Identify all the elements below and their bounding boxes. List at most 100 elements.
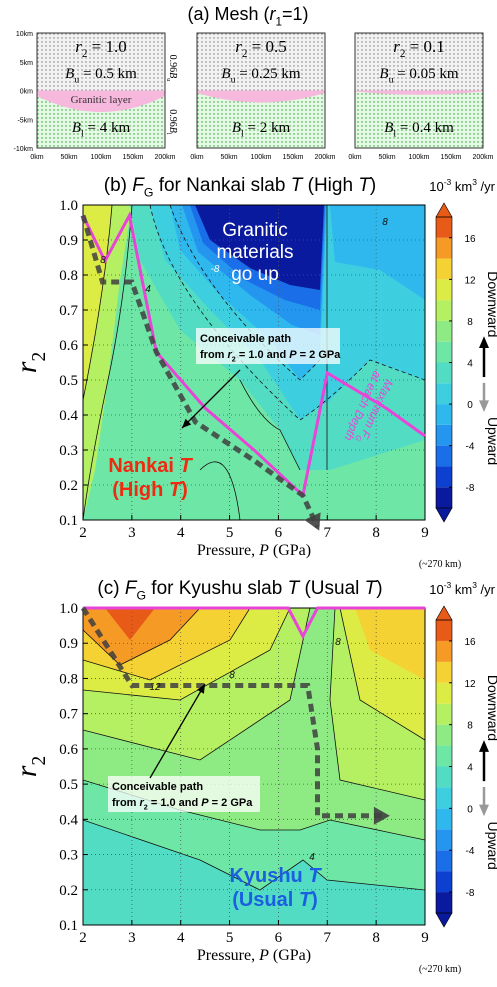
- text-part: (a) Mesh (: [187, 4, 269, 24]
- x-tick-label: 50km: [60, 154, 77, 161]
- slab-note: (Usual T): [232, 889, 318, 911]
- text-part: u: [389, 75, 394, 86]
- text-part: T: [291, 175, 304, 196]
- text-part: 10: [429, 179, 443, 194]
- text-part: r: [269, 4, 276, 24]
- x-tick-label: 3: [128, 930, 136, 946]
- text-part: (b): [104, 175, 133, 196]
- y-tick-label: -10km: [14, 146, 34, 153]
- text-part: = 1.0 and: [236, 349, 290, 361]
- text-part: r: [235, 37, 242, 56]
- slab-note: (High T): [112, 479, 188, 501]
- text-part: G: [136, 589, 146, 603]
- y-tick-label: 1.0: [59, 601, 78, 617]
- x-tick-label: 9: [421, 525, 429, 541]
- text-part: = 2 km: [244, 120, 291, 136]
- text-part: l: [241, 129, 244, 140]
- direction-arrow: [479, 804, 489, 817]
- text-part: Conceivable path: [112, 781, 203, 793]
- text-part: r: [140, 797, 145, 809]
- colorbar-band: [436, 279, 452, 301]
- text-part: = 0.5: [247, 37, 286, 56]
- text-part: T: [358, 175, 371, 196]
- text-part: B: [167, 72, 178, 78]
- text-part: P: [258, 947, 269, 964]
- text-part: 0.96: [167, 55, 178, 73]
- text-part: B: [221, 66, 230, 82]
- text-part: = 1.0 and: [148, 797, 202, 809]
- text-part: B: [65, 66, 74, 82]
- x-tick-label: 4: [177, 930, 185, 946]
- colorbar-tick-label: 12: [464, 679, 476, 690]
- arrow-head: [304, 512, 321, 531]
- text-part: T: [179, 455, 193, 477]
- path-note: from r2 = 1.0 and P = 2 GPa: [112, 797, 253, 811]
- text-part: from: [200, 349, 228, 361]
- text-part: r: [10, 765, 43, 777]
- colorbar-band: [436, 703, 452, 725]
- text-part: 3: [472, 177, 477, 187]
- x-tick-label: 200km: [314, 154, 335, 161]
- text-part: from: [112, 797, 140, 809]
- text-part: G: [144, 186, 154, 200]
- colorbar-extension: [435, 202, 453, 218]
- text-part: P: [201, 797, 209, 809]
- text-part: Pressure,: [197, 542, 259, 559]
- text-part: T: [299, 889, 313, 911]
- x-tick-label: 2: [79, 930, 87, 946]
- text-part: ): [370, 175, 376, 196]
- colorbar-tick-label: -8: [466, 888, 475, 899]
- colorbar-up-label: Upward: [485, 417, 497, 465]
- mesh-upper: Bu = 0.25 km: [221, 66, 301, 86]
- colorbar-band: [436, 258, 452, 280]
- text-part: (GPa): [269, 542, 311, 559]
- colorbar-extension: [435, 507, 453, 523]
- mesh-upper: Bu = 0.05 km: [379, 66, 459, 86]
- colorbar-unit: 10-3 km3 /yr: [429, 580, 495, 597]
- text-part: u: [231, 75, 236, 86]
- text-part: km: [451, 179, 472, 194]
- text-part: (c): [97, 578, 124, 599]
- colorbar-band: [436, 682, 452, 704]
- path-note: Conceivable path: [112, 781, 203, 793]
- y-tick-label: 0km: [20, 89, 33, 96]
- text-part: 2: [144, 802, 148, 811]
- x-tick-label: 150km: [440, 154, 461, 161]
- x-tick-label: 3: [128, 525, 136, 541]
- text-part: = 1.0: [87, 37, 126, 56]
- text-part: T: [308, 865, 322, 887]
- colorbar-band: [436, 640, 452, 662]
- colorbar-band: [436, 766, 452, 788]
- contour-label: 4: [309, 852, 315, 863]
- colorbar-band: [436, 787, 452, 809]
- text-part: B: [384, 120, 393, 136]
- text-part: (High: [112, 479, 169, 501]
- x-tick-label: 4: [177, 525, 185, 541]
- note-arrow-head: [197, 684, 205, 694]
- text-part: G: [353, 434, 364, 443]
- x-tick-label: 6: [275, 930, 283, 946]
- colorbar-band: [436, 362, 452, 384]
- mesh-ratio: r2 = 1.0: [75, 37, 127, 60]
- y-axis-label: r2: [10, 352, 50, 373]
- mesh-ratio: r2 = 0.1: [393, 37, 445, 60]
- colorbar-band: [436, 871, 452, 893]
- note-box: [108, 776, 260, 812]
- colorbar-extension: [435, 605, 453, 621]
- thickness-label: 0.96Bu: [165, 55, 178, 83]
- conceivable-path: [80, 214, 320, 529]
- text-part: Conceivable path: [200, 333, 291, 345]
- y-tick-label: 0.3: [59, 443, 78, 459]
- x-tick-label: 100km: [90, 154, 111, 161]
- text-part: B: [232, 120, 241, 136]
- y-tick-label: 0.9: [59, 636, 78, 652]
- text-part: /yr: [477, 582, 496, 597]
- y-tick-label: 5km: [20, 60, 33, 67]
- text-part: = 0.5 km: [79, 66, 137, 82]
- y-tick-label: 0.6: [59, 338, 78, 354]
- y-tick-label: 0.8: [59, 268, 78, 284]
- mesh-upper: Bu = 0.5 km: [65, 66, 137, 86]
- text-part: 3: [472, 580, 477, 590]
- region-note: go up: [231, 264, 279, 285]
